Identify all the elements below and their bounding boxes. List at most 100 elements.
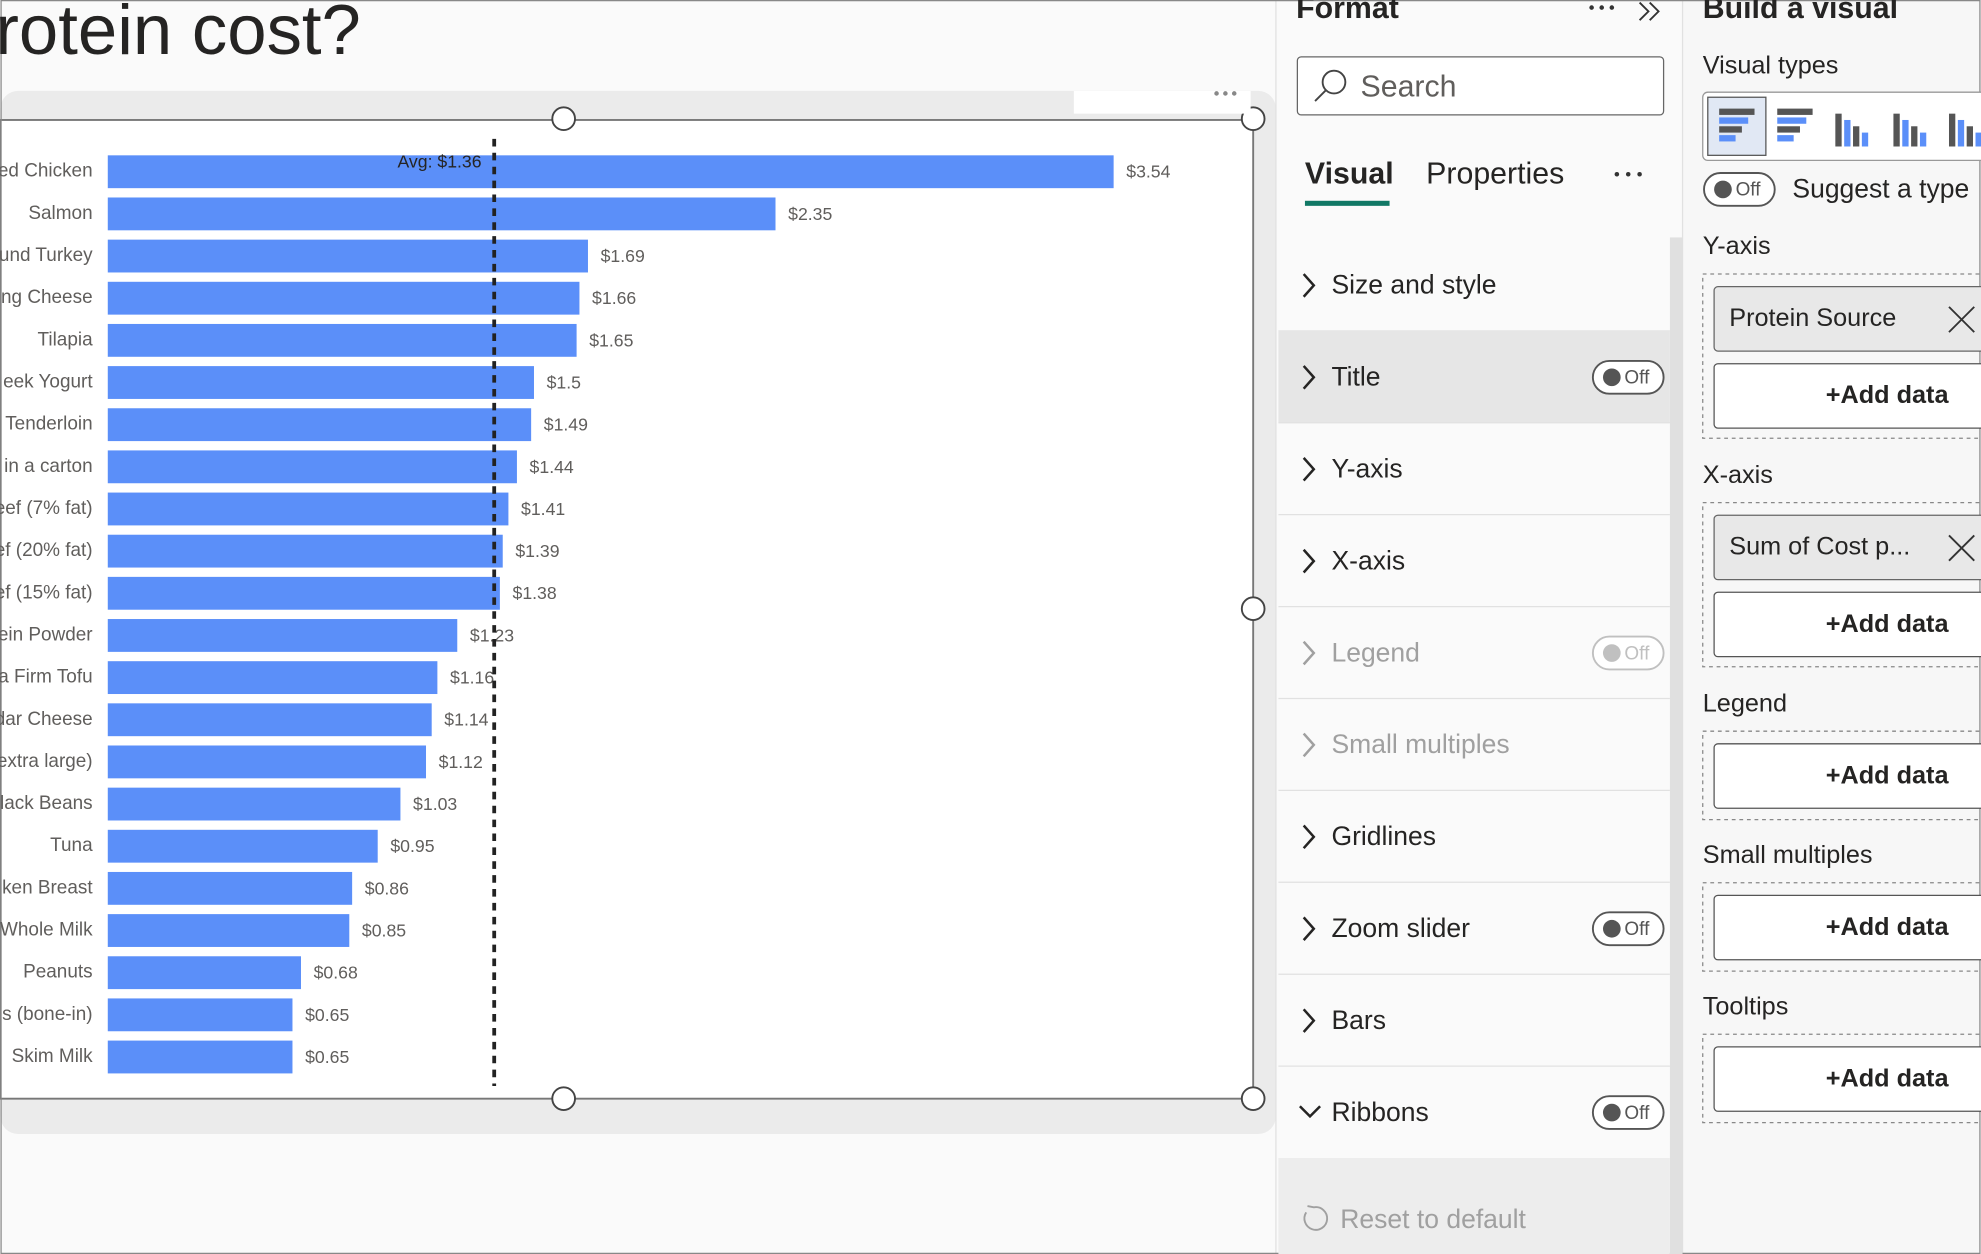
field-name: Protein Source xyxy=(1729,304,1896,332)
more-icon[interactable] xyxy=(1614,171,1620,177)
add-data-label[interactable]: +Add data xyxy=(1826,913,1950,941)
more-icon[interactable] xyxy=(1609,5,1615,10)
visual-type-icon[interactable] xyxy=(1835,113,1842,147)
visual-type-icon[interactable] xyxy=(1777,135,1794,142)
bar[interactable] xyxy=(107,661,438,695)
section-label[interactable]: Zoom slider xyxy=(1331,913,1470,943)
bar[interactable] xyxy=(107,492,509,526)
section-label[interactable]: Gridlines xyxy=(1331,821,1436,851)
bar[interactable] xyxy=(107,871,353,905)
more-icon[interactable] xyxy=(1223,91,1228,96)
bar[interactable] xyxy=(107,703,432,737)
section-label[interactable]: Y-axis xyxy=(1331,453,1402,483)
bar[interactable] xyxy=(107,998,293,1032)
bar[interactable] xyxy=(107,239,588,273)
search-icon xyxy=(1314,88,1328,102)
reset-button[interactable]: Reset to default xyxy=(1340,1204,1526,1234)
chevron[interactable] xyxy=(1302,548,1316,574)
chevron[interactable] xyxy=(1302,365,1316,390)
add-data-button[interactable] xyxy=(1713,1046,1981,1112)
more-icon[interactable] xyxy=(1637,171,1642,177)
section-label[interactable]: Ribbons xyxy=(1331,1097,1428,1127)
visual-type-icon[interactable] xyxy=(1948,113,1956,147)
visual-type-icon[interactable] xyxy=(1861,132,1869,147)
bar[interactable] xyxy=(107,534,503,568)
visual-type-icon[interactable] xyxy=(1844,119,1851,147)
more-icon[interactable] xyxy=(1625,171,1631,177)
bar[interactable] xyxy=(107,745,427,779)
bar[interactable] xyxy=(107,787,401,821)
suggest-label: Suggest a type xyxy=(1792,174,1969,204)
visual-type-icon[interactable] xyxy=(1777,108,1813,115)
more-icon[interactable] xyxy=(1589,5,1594,10)
search-box[interactable] xyxy=(1296,56,1665,116)
visual-type-icon[interactable] xyxy=(1957,119,1965,147)
bar[interactable] xyxy=(107,619,458,652)
resize-handle[interactable] xyxy=(1240,1086,1266,1111)
chevron[interactable] xyxy=(1302,916,1316,941)
bar[interactable] xyxy=(107,281,580,315)
add-data-button[interactable] xyxy=(1713,894,1981,961)
chevron[interactable] xyxy=(1302,732,1316,758)
bar[interactable] xyxy=(107,408,532,442)
more-icon[interactable] xyxy=(1599,5,1604,10)
section-label[interactable]: Title xyxy=(1331,362,1380,392)
add-data-label[interactable]: +Add data xyxy=(1826,1064,1950,1092)
bar[interactable] xyxy=(107,323,577,357)
section-label[interactable]: Legend xyxy=(1331,637,1419,667)
visual-type-icon[interactable] xyxy=(1853,126,1860,147)
visual-type-icon[interactable] xyxy=(1719,135,1736,142)
add-data-button[interactable] xyxy=(1713,363,1981,429)
collapse-icon[interactable] xyxy=(1638,1,1660,21)
y-tick-label: in a carton xyxy=(4,456,92,477)
add-data-label[interactable]: +Add data xyxy=(1826,381,1950,409)
chevron[interactable] xyxy=(1302,824,1316,850)
tab[interactable]: Visual xyxy=(1305,158,1394,191)
bar[interactable] xyxy=(107,829,378,863)
more-icon[interactable] xyxy=(1231,91,1237,96)
remove-icon[interactable] xyxy=(1948,534,1975,562)
visual-type-icon[interactable] xyxy=(1719,108,1755,115)
add-data-button[interactable] xyxy=(1713,743,1981,809)
visual-type-icon[interactable] xyxy=(1777,117,1807,124)
add-data-label[interactable]: +Add data xyxy=(1826,610,1950,638)
visual-type-icon[interactable] xyxy=(1719,117,1749,124)
visual-type-selected[interactable] xyxy=(1707,96,1767,156)
bar[interactable] xyxy=(107,450,517,484)
visual-type-icon[interactable] xyxy=(1975,132,1981,147)
visual-type-icon[interactable] xyxy=(1893,113,1900,147)
bar[interactable] xyxy=(107,197,776,231)
resize-handle[interactable] xyxy=(1240,596,1266,622)
tab[interactable]: Properties xyxy=(1426,158,1564,191)
bar[interactable] xyxy=(107,914,350,947)
visual-type-icon[interactable] xyxy=(1777,126,1800,133)
section-label[interactable]: X-axis xyxy=(1331,545,1405,575)
field-pill[interactable] xyxy=(1713,286,1981,352)
bar[interactable] xyxy=(107,155,1114,189)
chevron[interactable] xyxy=(1302,273,1316,298)
chevron[interactable] xyxy=(1302,1008,1316,1033)
chevron[interactable] xyxy=(1302,457,1316,482)
field-pill[interactable] xyxy=(1713,514,1981,581)
visual-type-icon[interactable] xyxy=(1719,126,1742,133)
drop-zone xyxy=(1702,730,1981,821)
section-label[interactable]: Size and style xyxy=(1331,270,1496,300)
section-label[interactable]: Bars xyxy=(1331,1005,1386,1035)
section-label[interactable]: Small multiples xyxy=(1331,729,1509,759)
bar[interactable] xyxy=(107,1040,293,1074)
add-data-button[interactable] xyxy=(1713,591,1981,658)
chevron[interactable] xyxy=(1299,1105,1321,1119)
resize-handle[interactable] xyxy=(551,106,576,132)
bar[interactable] xyxy=(107,576,500,610)
remove-icon[interactable] xyxy=(1948,306,1975,333)
visual-type-icon[interactable] xyxy=(1911,126,1918,147)
visual-type-icon[interactable] xyxy=(1919,132,1927,147)
add-data-label[interactable]: +Add data xyxy=(1826,761,1950,789)
chevron[interactable] xyxy=(1302,640,1316,666)
visual-type-icon[interactable] xyxy=(1966,126,1973,147)
visual-type-icon[interactable] xyxy=(1902,119,1909,147)
more-icon[interactable] xyxy=(1214,91,1219,96)
bar[interactable] xyxy=(107,956,301,990)
resize-handle[interactable] xyxy=(551,1086,576,1111)
bar[interactable] xyxy=(107,366,534,399)
